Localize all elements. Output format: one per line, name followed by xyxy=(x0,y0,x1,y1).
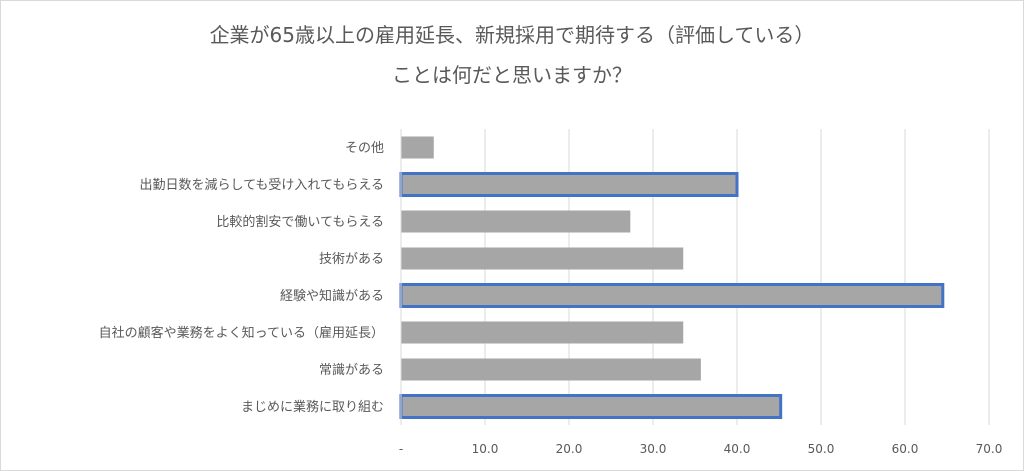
bar-highlighted xyxy=(399,394,783,419)
category-label: 出勤日数を減らしても受け入れてもらえる xyxy=(139,177,384,193)
x-tick-label: 50.0 xyxy=(808,442,835,456)
x-tick-label: 70.0 xyxy=(976,442,1003,456)
category-label: まじめに業務に取り組む xyxy=(241,399,384,415)
bar-highlighted xyxy=(399,283,945,308)
x-tick-label: 10.0 xyxy=(472,442,499,456)
bar xyxy=(401,247,684,270)
chart-title-line-2: ことは何だと思いますか？ xyxy=(392,63,632,87)
bar xyxy=(401,136,434,159)
x-tick-label: 20.0 xyxy=(556,442,583,456)
bar xyxy=(401,358,701,381)
bar-highlighted xyxy=(399,172,739,197)
category-label: その他 xyxy=(345,141,384,156)
chart-title: 企業が65歳以上の雇用延長、新規採用で期待する（評価している） ことは何だと思い… xyxy=(1,15,1023,95)
category-label: 技術がある xyxy=(319,252,384,267)
x-tick-label: 30.0 xyxy=(640,442,667,456)
x-tick-label: 60.0 xyxy=(892,442,919,456)
category-label: 自社の顧客や業務をよく知っている（雇用延長） xyxy=(99,325,384,341)
x-tick-label: 40.0 xyxy=(724,442,751,456)
bar xyxy=(401,321,684,344)
chart-title-line-1: 企業が65歳以上の雇用延長、新規採用で期待する（評価している） xyxy=(209,23,815,47)
category-label: 経験や知識がある xyxy=(280,288,384,304)
category-label: 常識がある xyxy=(319,363,384,378)
x-tick-label: - xyxy=(399,442,403,456)
category-label: 比較的割安で働いてもらえる xyxy=(216,214,384,230)
bar xyxy=(401,210,631,233)
